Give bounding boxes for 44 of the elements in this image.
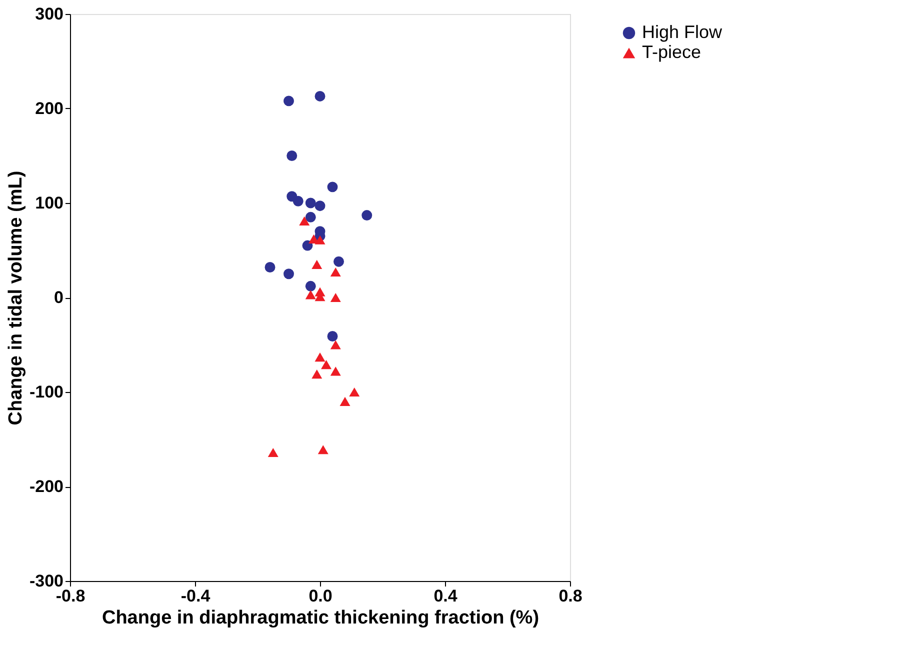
point (340, 396, 350, 406)
point (305, 280, 316, 292)
y-tick-label: 100 (35, 194, 64, 212)
y-tick-label: 0 (54, 288, 64, 307)
point (299, 216, 310, 226)
point (302, 240, 313, 251)
point (327, 182, 338, 192)
point (330, 267, 341, 277)
y-axis-title: Change in tidal volume (mL) (5, 170, 26, 426)
point (314, 352, 326, 362)
point (284, 268, 294, 280)
point (268, 448, 278, 458)
point (314, 90, 326, 102)
y-tick-label: 200 (35, 99, 64, 118)
point (305, 212, 316, 222)
point (318, 445, 328, 454)
point (284, 96, 294, 106)
point (286, 150, 298, 161)
x-tick-label: -0.4 (180, 586, 211, 606)
point (334, 256, 344, 267)
point (314, 235, 326, 244)
y-tick-label: 300 (35, 4, 64, 24)
point (305, 198, 316, 208)
point (330, 366, 341, 376)
point (321, 360, 332, 370)
point (312, 370, 322, 379)
y-tick-label: -100 (29, 382, 64, 402)
point (327, 331, 338, 342)
legend-label: High Flow (642, 22, 724, 42)
x-tick-label: 0.8 (558, 586, 582, 606)
point (305, 290, 316, 300)
point (330, 340, 341, 350)
point (330, 292, 341, 302)
x-tick-label: 0.0 (308, 586, 332, 606)
x-axis-title: Change in diaphragmatic thickening fraction (%) (102, 608, 540, 628)
y-tick-label: -200 (29, 477, 64, 496)
point (292, 196, 304, 206)
point (362, 210, 372, 221)
point (264, 262, 276, 272)
x-tick-label: 0.4 (434, 586, 458, 606)
point (312, 260, 322, 269)
point (349, 387, 360, 397)
legend-label: T-piece (642, 42, 702, 62)
point (314, 200, 326, 212)
